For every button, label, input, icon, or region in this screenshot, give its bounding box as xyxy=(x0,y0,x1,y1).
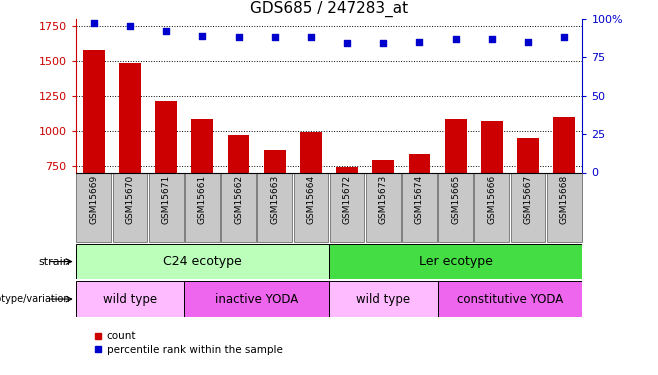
Text: strain: strain xyxy=(39,256,70,267)
Text: GSM15671: GSM15671 xyxy=(162,175,170,224)
Point xyxy=(233,34,243,40)
Bar xyxy=(155,101,177,270)
Text: GSM15667: GSM15667 xyxy=(524,175,532,224)
Legend: count, percentile rank within the sample: count, percentile rank within the sample xyxy=(94,332,282,355)
Text: GSM15668: GSM15668 xyxy=(560,175,569,224)
Text: genotype/variation: genotype/variation xyxy=(0,294,70,304)
Bar xyxy=(547,172,582,242)
Bar xyxy=(149,172,184,242)
Bar xyxy=(445,119,467,270)
Bar xyxy=(329,244,582,279)
Bar xyxy=(474,172,509,242)
Bar xyxy=(119,63,141,270)
Bar xyxy=(511,172,545,242)
Bar xyxy=(293,172,328,242)
Bar xyxy=(184,281,329,317)
Text: C24 ecotype: C24 ecotype xyxy=(163,255,241,268)
Text: GSM15673: GSM15673 xyxy=(379,175,388,224)
Bar xyxy=(76,172,111,242)
Point xyxy=(522,39,533,45)
Point xyxy=(197,33,207,39)
Text: constitutive YODA: constitutive YODA xyxy=(457,292,563,306)
Point xyxy=(415,39,425,45)
Bar xyxy=(366,172,401,242)
Bar xyxy=(257,172,292,242)
Bar xyxy=(228,135,249,270)
Text: GSM15672: GSM15672 xyxy=(343,175,351,224)
Bar xyxy=(221,172,256,242)
Point xyxy=(305,34,316,40)
Point xyxy=(378,40,388,46)
Text: Ler ecotype: Ler ecotype xyxy=(418,255,493,268)
Text: GSM15664: GSM15664 xyxy=(307,175,315,224)
Text: wild type: wild type xyxy=(103,292,157,306)
Text: GSM15669: GSM15669 xyxy=(89,175,98,224)
Bar xyxy=(402,172,437,242)
Bar xyxy=(185,172,220,242)
Text: GSM15663: GSM15663 xyxy=(270,175,279,224)
Point xyxy=(124,23,136,30)
Text: GSM15674: GSM15674 xyxy=(415,175,424,224)
Point xyxy=(342,40,353,46)
Point xyxy=(270,34,280,40)
Bar xyxy=(330,172,365,242)
Bar xyxy=(83,50,105,270)
Text: inactive YODA: inactive YODA xyxy=(215,292,298,306)
Bar xyxy=(300,132,322,270)
Bar xyxy=(481,121,503,270)
Bar xyxy=(372,160,394,270)
Text: GSM15661: GSM15661 xyxy=(198,175,207,224)
Text: GSM15665: GSM15665 xyxy=(451,175,460,224)
Bar xyxy=(438,172,473,242)
Point xyxy=(486,36,497,42)
Bar xyxy=(409,154,430,270)
Point xyxy=(450,36,461,42)
Bar xyxy=(517,138,539,270)
Text: GSM15670: GSM15670 xyxy=(126,175,134,224)
Bar xyxy=(438,281,582,317)
Bar xyxy=(76,281,184,317)
Point xyxy=(88,20,99,26)
Bar xyxy=(76,244,329,279)
Bar xyxy=(113,172,147,242)
Bar xyxy=(191,119,213,270)
Text: GSM15662: GSM15662 xyxy=(234,175,243,224)
Bar xyxy=(553,117,575,270)
Bar xyxy=(329,281,438,317)
Title: GDS685 / 247283_at: GDS685 / 247283_at xyxy=(250,1,408,17)
Point xyxy=(559,34,570,40)
Bar xyxy=(336,167,358,270)
Text: GSM15666: GSM15666 xyxy=(488,175,496,224)
Bar xyxy=(264,150,286,270)
Text: wild type: wild type xyxy=(356,292,411,306)
Point xyxy=(161,28,171,34)
